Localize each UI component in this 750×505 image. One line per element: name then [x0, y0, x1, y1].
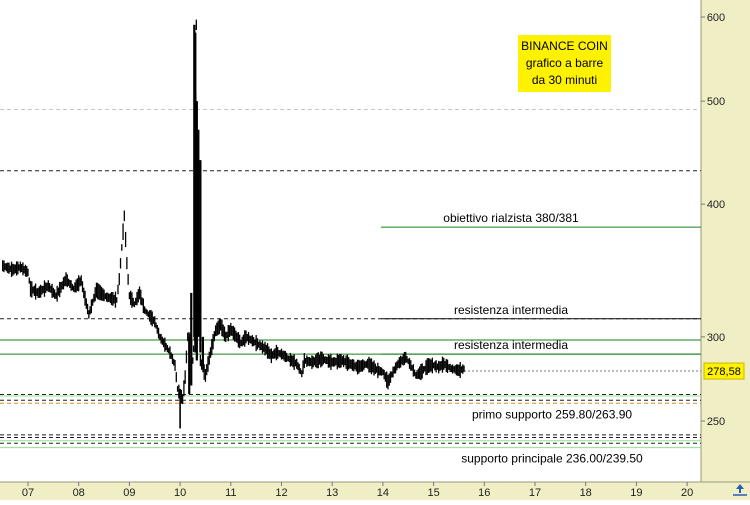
annotation-label-2: resistenza intermedia	[454, 338, 568, 352]
expand-axis-icon[interactable]	[733, 484, 747, 496]
x-tick-label-3: 10	[174, 487, 186, 499]
y-tick-label-1: 300	[707, 332, 725, 344]
title-line-3: da 30 minuti	[532, 73, 597, 87]
y-tick-label-0: 250	[707, 416, 725, 428]
y-tick-label-2: 400	[707, 199, 725, 211]
y-tick-label-3: 500	[707, 96, 725, 108]
x-tick-label-4: 11	[225, 487, 236, 499]
y-axis-panel	[701, 0, 750, 500]
price-series	[1, 19, 465, 429]
x-tick-label-7: 14	[377, 487, 389, 499]
x-tick-label-2: 09	[123, 487, 135, 499]
last-price-box	[703, 362, 745, 380]
x-axis-panel	[0, 482, 701, 500]
support-label-0: primo supporto 259.80/263.90	[472, 407, 632, 421]
support-label-1: supporto principale 236.00/239.50	[461, 452, 643, 466]
title-line-1: BINANCE COIN	[521, 39, 608, 53]
last-price-marker: 278,58	[703, 362, 745, 380]
x-tick-label-12: 19	[630, 487, 642, 499]
x-tick-labels: 07 08 09 10 11 12 13 14 15 16 17 18 19 20	[22, 482, 693, 499]
title-line-2: grafico a barre	[526, 56, 604, 70]
x-tick-label-6: 13	[326, 487, 338, 499]
support-bands: primo supporto 259.80/263.90 supporto pri…	[461, 407, 643, 466]
x-tick-label-1: 08	[73, 487, 85, 499]
x-tick-label-8: 15	[427, 487, 439, 499]
x-tick-label-10: 17	[529, 487, 541, 499]
annotation-lines: obiettivo rialzista 380/381 resistenza in…	[381, 211, 701, 355]
x-tick-label-5: 12	[275, 487, 287, 499]
chart-title-box: BINANCE COIN grafico a barre da 30 minut…	[518, 35, 611, 92]
title-background	[518, 35, 611, 92]
annotation-label-0: obiettivo rialzista 380/381	[443, 211, 579, 225]
x-tick-label-9: 16	[478, 487, 490, 499]
annotation-label-1: resistenza intermedia	[454, 303, 568, 317]
y-tick-label-4: 600	[707, 12, 725, 24]
last-price-label: 278,58	[707, 366, 741, 378]
x-tick-label-11: 18	[580, 487, 592, 499]
x-tick-label-0: 07	[22, 487, 34, 499]
horizontal-levels	[0, 109, 701, 449]
y-tick-labels: 250 300 400 500 600	[701, 12, 725, 428]
x-tick-label-13: 20	[681, 487, 693, 499]
